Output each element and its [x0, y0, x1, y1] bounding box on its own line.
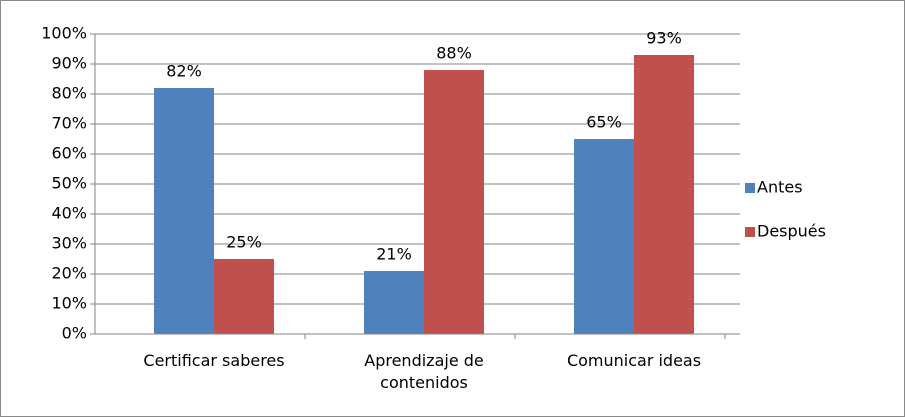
y-tick-label: 60%: [51, 144, 87, 163]
y-tick-label: 20%: [51, 264, 87, 283]
data-label: 25%: [226, 233, 262, 252]
bar: [214, 259, 274, 334]
y-tick-label: 50%: [51, 174, 87, 193]
bar: [574, 139, 634, 334]
x-tick-label: Aprendizaje de contenidos: [364, 351, 484, 392]
legend-swatch: [745, 183, 755, 193]
y-tick-label: 0%: [62, 324, 87, 343]
bar: [154, 88, 214, 334]
data-label: 21%: [376, 245, 412, 264]
bar: [424, 70, 484, 334]
y-tick-label: 80%: [51, 84, 87, 103]
data-label: 82%: [166, 62, 202, 81]
x-tick-label: Certificar saberes: [143, 351, 285, 370]
y-tick-label: 100%: [41, 24, 87, 43]
data-label: 65%: [586, 113, 622, 132]
legend-label: Después: [757, 222, 826, 241]
legend-swatch: [745, 227, 755, 237]
y-tick-label: 90%: [51, 54, 87, 73]
data-label: 93%: [646, 29, 682, 48]
y-tick-label: 30%: [51, 234, 87, 253]
bar: [634, 55, 694, 334]
data-label: 88%: [436, 44, 472, 63]
y-tick-label: 10%: [51, 294, 87, 313]
bar: [364, 271, 424, 334]
legend-label: Antes: [757, 178, 803, 197]
y-tick-label: 70%: [51, 114, 87, 133]
y-tick-label: 40%: [51, 204, 87, 223]
x-tick-label: Comunicar ideas: [566, 351, 702, 370]
